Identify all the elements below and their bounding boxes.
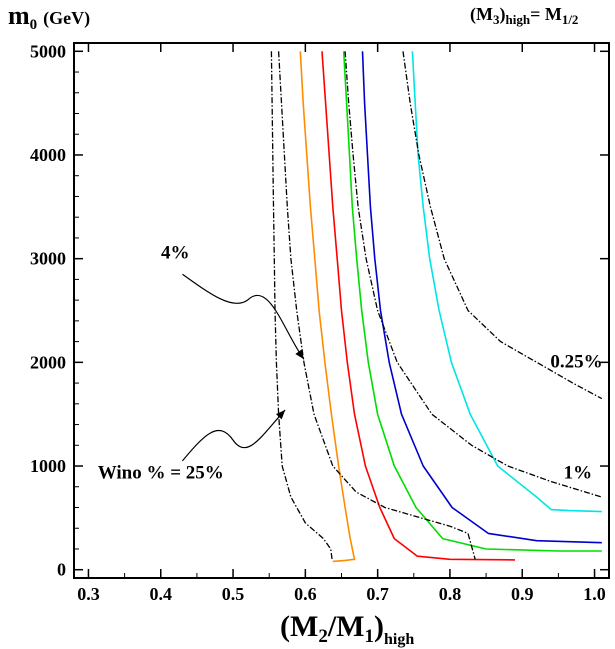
x-tick-label: 0.8 — [439, 584, 462, 604]
y-tick-label: 2000 — [30, 352, 66, 372]
series-line-0 — [299, 51, 356, 563]
series-line-5 — [270, 51, 333, 560]
x-tick-label: 0.9 — [511, 584, 534, 604]
arrowhead-1 — [275, 410, 286, 420]
arrowhead-0 — [295, 349, 304, 360]
corner-base: (M — [470, 4, 493, 25]
x-tick-label: 0.6 — [294, 584, 317, 604]
x-label-sub1: 2 — [318, 626, 328, 647]
x-tick-label: 0.3 — [77, 584, 100, 604]
y-tick-label: 3000 — [30, 249, 66, 269]
annotation-arrow-1 — [181, 409, 286, 462]
y-tick-label: 4000 — [30, 145, 66, 165]
series-line-7 — [344, 51, 602, 498]
y-label-sub: 0 — [30, 17, 38, 33]
annotation-arrow-0 — [182, 273, 305, 360]
x-label-base: (M — [280, 610, 318, 643]
x-axis-label: (M2/M1)high — [280, 610, 414, 648]
y-tick-label: 5000 — [30, 41, 66, 61]
annotation-layer: 4% 0.25% 1% Wino % = 25% — [98, 243, 603, 484]
series-line-4 — [411, 51, 602, 513]
corner-rhs: = M — [530, 4, 562, 24]
series-line-6 — [277, 51, 476, 560]
x-tick-label: 0.5 — [222, 584, 245, 604]
y-axis-label: m0 (GeV) — [8, 1, 90, 33]
corner-sub2: high — [505, 12, 530, 27]
series-line-8 — [402, 51, 603, 400]
x-tick-label: 0.4 — [150, 584, 173, 604]
x-label-sub3: high — [384, 631, 414, 648]
annotation-label-3: Wino % = 25% — [98, 462, 224, 483]
corner-label: (M3)high= M1/2 — [470, 4, 578, 27]
corner-sub3: 1/2 — [562, 12, 579, 27]
corner-sub1: 3 — [493, 12, 500, 27]
x-tick-label: 0.7 — [366, 584, 389, 604]
annotation-label-1: 0.25% — [550, 352, 602, 373]
x-label-mid: /M — [327, 610, 365, 643]
corner-mid: ) — [499, 4, 505, 25]
y-label-unit: (GeV) — [43, 8, 90, 29]
series-line-2 — [342, 51, 602, 552]
x-label-sub2: 1 — [364, 626, 374, 647]
series-layer — [270, 51, 603, 563]
x-label-close: ) — [374, 610, 384, 643]
y-label-base: m — [8, 1, 30, 30]
annotation-label-2: 1% — [564, 462, 593, 483]
annotation-label-0: 4% — [161, 243, 190, 264]
x-tick-label: 1.0 — [583, 584, 606, 604]
y-tick-label: 1000 — [30, 456, 66, 476]
y-tick-label: 0 — [57, 560, 66, 580]
axis-ticks: 0.3 0.4 0.5 0.6 0.7 0.8 0.9 1.0 0 1000 2000 3000 400… — [30, 41, 609, 604]
series-line-1 — [321, 51, 516, 561]
series-line-3 — [361, 51, 602, 544]
